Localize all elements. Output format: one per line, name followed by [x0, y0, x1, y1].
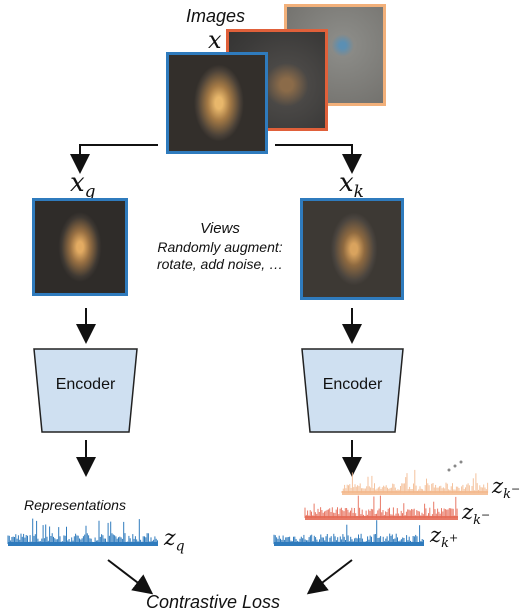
- zk-minus-top-label: zk−: [492, 474, 521, 503]
- xq-label: xq: [70, 168, 96, 203]
- split-arrow-left: [70, 144, 158, 174]
- split-arrow-right: [275, 144, 362, 174]
- spectrum-zk-minus-mid: [304, 495, 458, 520]
- views-desc-2: rotate, add noise, …: [156, 256, 284, 273]
- encoder-right-label: Encoder: [322, 376, 383, 393]
- spectrum-zk-minus-top: [341, 469, 489, 495]
- scatter-dot: [453, 464, 457, 468]
- view-right-image: [300, 198, 404, 300]
- zk-plus-label: zk+: [430, 523, 459, 552]
- contrastive-loss-label: Contrastive Loss: [146, 592, 281, 612]
- spectrum-zq: [7, 518, 158, 546]
- images-title: Images: [186, 6, 246, 26]
- image-front-blue: [166, 52, 268, 154]
- views-caption: Views Randomly augment: rotate, add nois…: [140, 220, 300, 274]
- xk-label: xk: [339, 168, 364, 203]
- encoder-left-label: Encoder: [55, 376, 116, 393]
- representations-label: Representations: [24, 497, 126, 513]
- zk-minus-mid-label: zk−: [462, 500, 491, 529]
- arrow-rep-to-loss-left: [107, 559, 154, 595]
- arrow-rep-to-loss-right: [306, 559, 353, 595]
- encoder-left-shape: [33, 348, 138, 433]
- scatter-dot: [447, 468, 451, 472]
- encoder-right-shape: [301, 348, 404, 433]
- view-left-image: [32, 198, 128, 296]
- scatter-dot: [459, 460, 463, 464]
- spectrum-zk-plus: [273, 520, 424, 546]
- views-desc-1: Randomly augment:: [157, 238, 283, 255]
- zq-label: zq: [164, 526, 185, 555]
- views-title: Views: [200, 220, 240, 237]
- x-symbol: x: [208, 26, 222, 54]
